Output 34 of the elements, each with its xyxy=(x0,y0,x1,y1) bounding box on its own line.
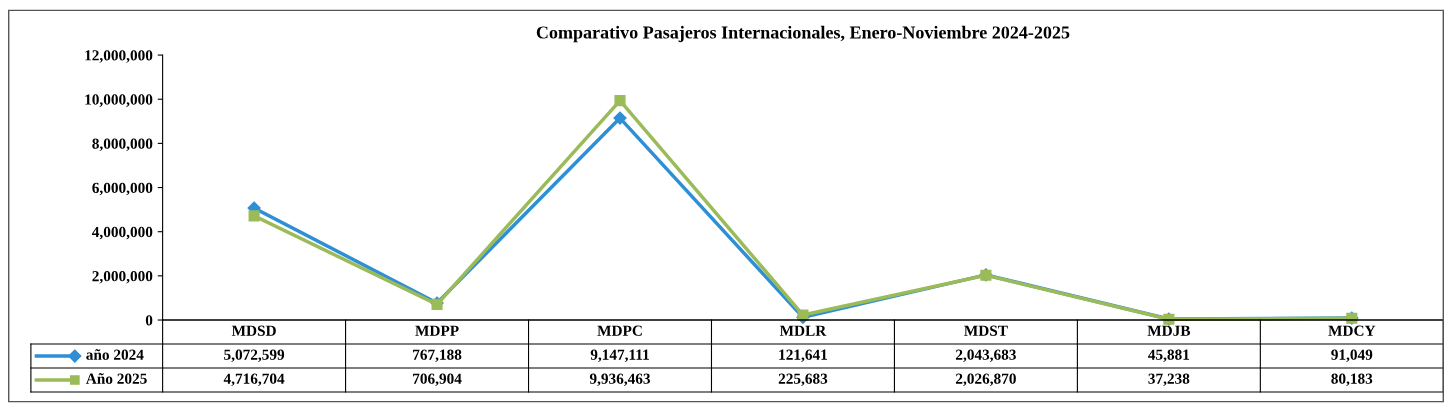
data-label: 45,881 xyxy=(1148,349,1190,363)
y-tick-label: 2,000,000 xyxy=(92,271,153,284)
data-label: 225,683 xyxy=(778,373,828,387)
legend-label: Año 2025 xyxy=(85,373,147,384)
point xyxy=(614,95,626,107)
legend-label: año 2024 xyxy=(86,349,144,360)
data-label: 4,716,704 xyxy=(223,373,285,387)
x-tick-label: MDLR xyxy=(779,325,827,336)
data-label: 91,049 xyxy=(1331,349,1373,363)
chart-title: Comparativo Pasajeros Internacionales, Enero-Noviembre 2024-2025 xyxy=(536,25,1070,43)
y-tick-label: 4,000,000 xyxy=(92,226,153,240)
y-tick-label: 6,000,000 xyxy=(92,182,153,196)
y-tick-label: 10,000,000 xyxy=(85,94,153,107)
data-label: 2,026,870 xyxy=(955,373,1016,387)
x-tick-label: MDST xyxy=(964,325,1008,336)
point xyxy=(248,210,260,222)
x-tick-label: MDJB xyxy=(1147,325,1191,336)
x-tick-label: MDPC xyxy=(597,325,642,336)
data-label: 37,238 xyxy=(1148,373,1190,387)
data-label: 706,904 xyxy=(413,373,462,387)
data-label: 2,043,683 xyxy=(955,349,1016,363)
x-tick-label: MDCY xyxy=(1328,325,1376,336)
data-label: 9,936,463 xyxy=(589,373,651,387)
data-label: 9,147,111 xyxy=(590,349,649,363)
data-label: 80,183 xyxy=(1331,373,1373,387)
point xyxy=(613,111,627,125)
data-label: 5,072,599 xyxy=(224,349,285,363)
y-tick-label: 0 xyxy=(145,315,153,326)
data-label: 121,641 xyxy=(779,349,827,363)
y-tick-label: 8,000,000 xyxy=(92,138,153,152)
y-tick-label: 12,000,000 xyxy=(85,50,153,63)
x-tick-label: MDSD xyxy=(231,325,276,336)
data-label: 767,188 xyxy=(413,349,462,363)
x-tick-label: MDPP xyxy=(415,325,459,336)
